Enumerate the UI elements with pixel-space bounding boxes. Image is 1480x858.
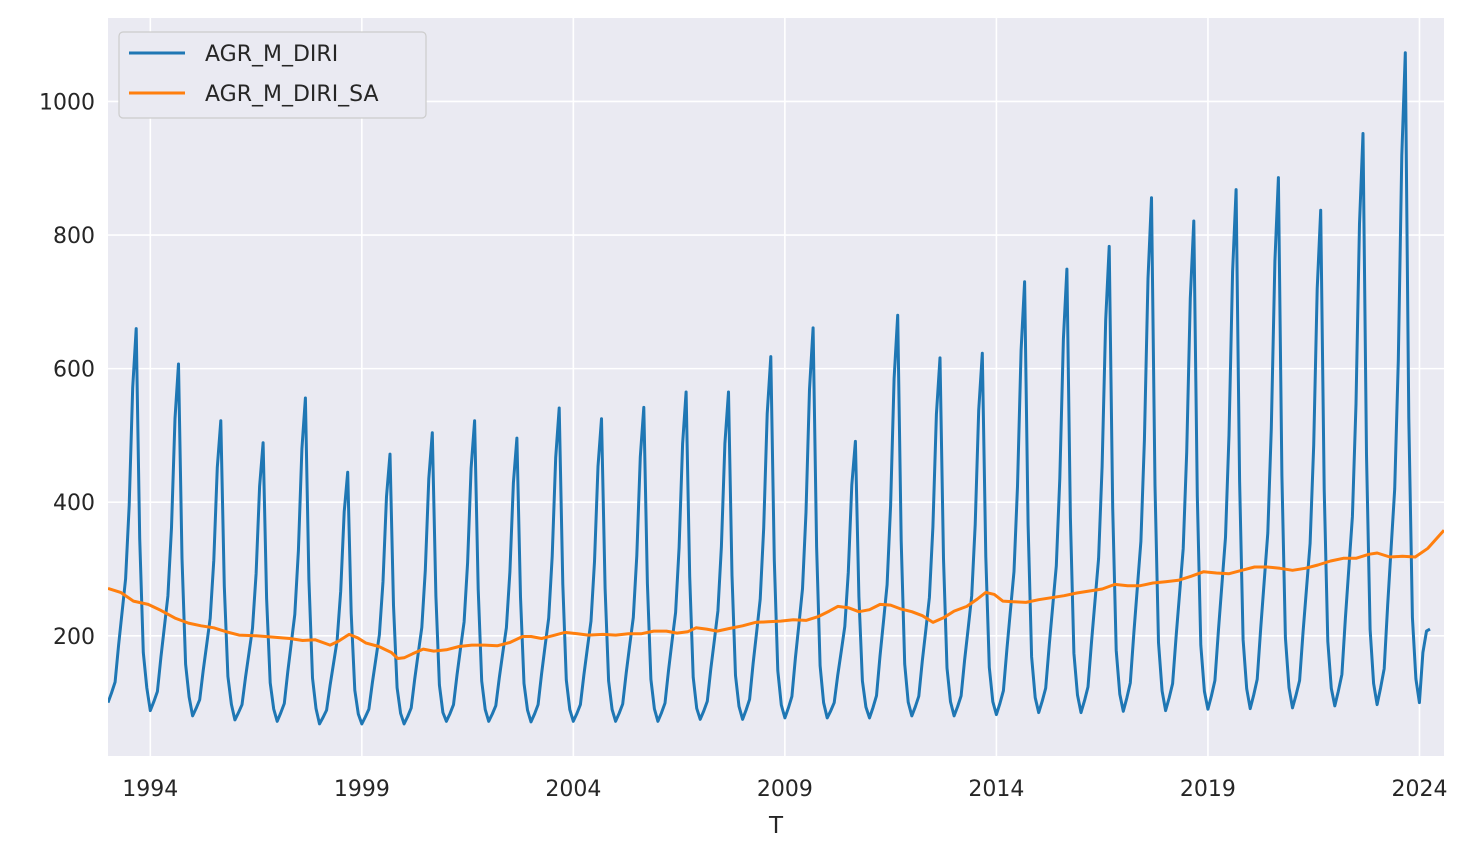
y-tick-label: 1000 <box>39 90 95 115</box>
legend-label: AGR_M_DIRI <box>205 42 338 67</box>
series-line <box>108 529 1444 660</box>
x-tick-label: 1999 <box>334 777 390 802</box>
y-tick-labels: 200 400 600 800 1000 <box>39 90 95 649</box>
x-tick-labels: 1994 1999 2004 2009 2014 2019 2024 <box>122 777 1447 802</box>
x-axis-label: T <box>768 813 784 839</box>
x-tick-label: 1994 <box>122 777 178 802</box>
series-line <box>108 51 1431 726</box>
x-tick-label: 2004 <box>545 777 601 802</box>
y-tick-label: 800 <box>53 224 95 249</box>
legend-box <box>118 31 427 119</box>
series-lines <box>108 51 1444 726</box>
x-tick-label: 2014 <box>968 777 1024 802</box>
x-tick-label: 2019 <box>1180 777 1236 802</box>
legend: AGR_M_DIRI AGR_M_DIRI_SA <box>118 31 427 119</box>
y-tick-label: 400 <box>53 491 95 516</box>
legend-label: AGR_M_DIRI_SA <box>205 82 379 107</box>
y-tick-label: 600 <box>53 358 95 383</box>
x-tick-label: 2024 <box>1391 777 1447 802</box>
y-tick-label: 200 <box>53 625 95 650</box>
x-tick-label: 2009 <box>757 777 813 802</box>
